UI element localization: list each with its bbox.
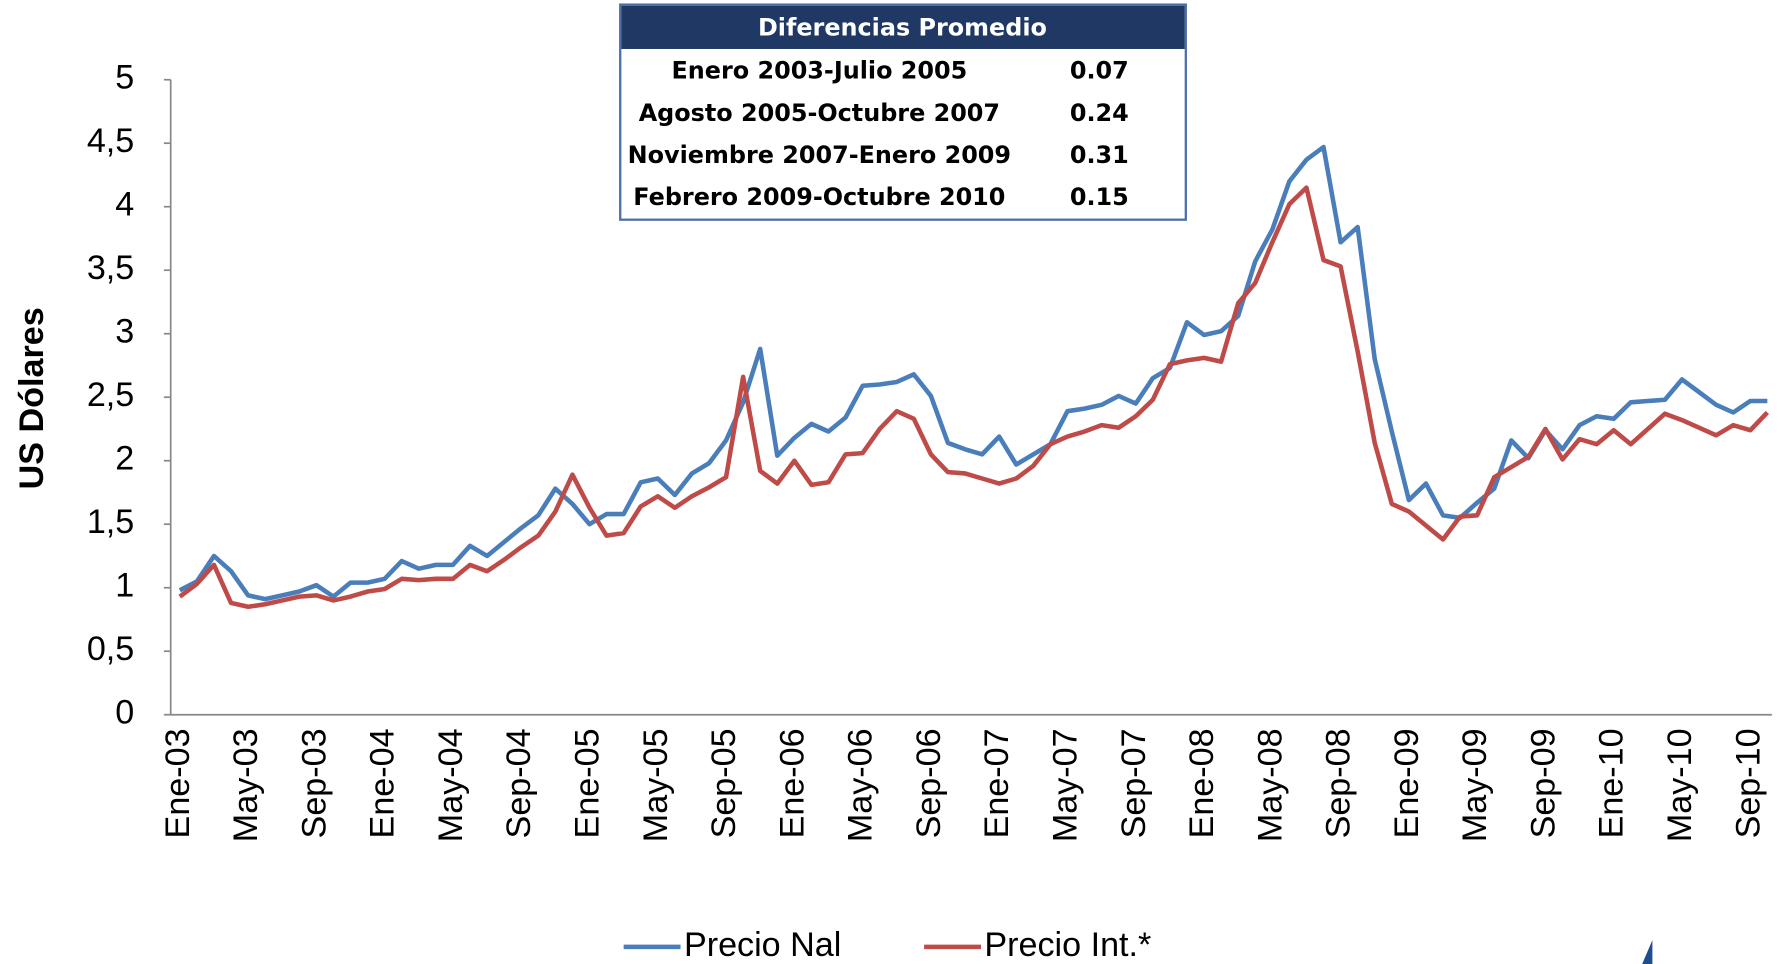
- x-tick-label: May-07: [1046, 728, 1084, 842]
- y-tick-label: 1,5: [87, 503, 134, 541]
- table-value: 0.31: [1070, 141, 1129, 169]
- table-label: Agosto 2005-Octubre 2007: [639, 99, 1000, 127]
- y-tick-label: 0: [115, 694, 134, 732]
- y-tick-label: 2: [115, 440, 134, 478]
- x-tick-label: Sep-04: [500, 728, 538, 838]
- table-label: Noviembre 2007-Enero 2009: [628, 141, 1011, 169]
- y-tick-label: 4: [115, 186, 134, 224]
- y-tick-label: 3: [115, 313, 134, 351]
- x-tick-label: Sep-06: [910, 728, 948, 838]
- x-tick-label: May-03: [227, 728, 265, 842]
- x-tick-label: Ene-07: [978, 728, 1016, 838]
- y-tick-label: 0,5: [87, 630, 134, 668]
- y-tick-label: 1: [115, 567, 134, 605]
- table-value: 0.24: [1070, 99, 1129, 127]
- x-tick-label: Ene-06: [773, 728, 811, 838]
- table-value: 0.15: [1070, 183, 1129, 211]
- table-title: Diferencias Promedio: [758, 13, 1047, 41]
- x-tick-label: Ene-08: [1183, 728, 1221, 838]
- x-tick-label: Sep-05: [705, 728, 743, 838]
- y-axis-title: US Dólares: [13, 307, 51, 489]
- x-tick-label: Ene-09: [1388, 728, 1426, 838]
- x-tick-label: Sep-03: [295, 728, 333, 838]
- x-tick-label: May-08: [1251, 728, 1289, 842]
- x-tick-label: Ene-10: [1593, 728, 1631, 838]
- y-tick-label: 5: [115, 59, 134, 97]
- y-tick-label: 3,5: [87, 249, 134, 287]
- table-label: Enero 2003-Julio 2005: [671, 57, 967, 85]
- x-tick-label: Sep-10: [1729, 728, 1767, 838]
- table-value: 0.07: [1070, 57, 1129, 85]
- x-tick-label: May-10: [1661, 728, 1699, 842]
- table-header: [621, 5, 1185, 49]
- x-tick-label: Ene-05: [569, 728, 607, 838]
- y-tick-label: 4,5: [87, 122, 134, 160]
- legend-label: Precio Nal: [684, 926, 841, 964]
- x-tick-label: Sep-08: [1320, 728, 1358, 838]
- legend-label: Precio Int.*: [984, 926, 1151, 964]
- x-tick-label: May-04: [432, 728, 470, 842]
- table-label: Febrero 2009-Octubre 2010: [633, 183, 1005, 211]
- x-tick-label: Sep-09: [1524, 728, 1562, 838]
- x-tick-label: Sep-07: [1115, 728, 1153, 838]
- x-tick-label: Ene-04: [364, 728, 402, 838]
- x-tick-label: Ene-03: [159, 728, 197, 838]
- y-tick-label: 2,5: [87, 376, 134, 414]
- logo-fragment: [1642, 940, 1653, 964]
- series-line: [178, 144, 1768, 602]
- x-tick-label: May-05: [637, 728, 675, 842]
- x-tick-label: May-06: [842, 728, 880, 842]
- x-tick-label: May-09: [1456, 728, 1494, 842]
- series-line: [178, 185, 1769, 610]
